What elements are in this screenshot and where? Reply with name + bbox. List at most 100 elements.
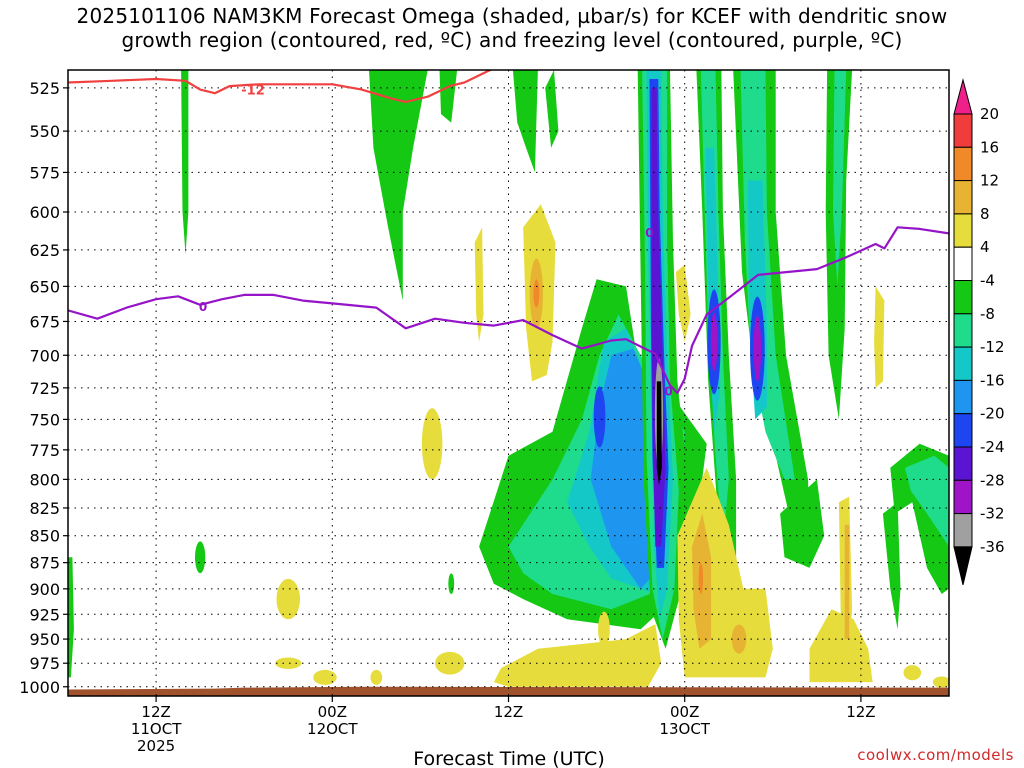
colorbar-swatch-11 <box>953 446 973 481</box>
colorbar-label-12: -32 <box>980 505 1005 523</box>
omega-yellow-2 <box>474 227 484 342</box>
y-tick-label-725: 725 <box>29 379 60 398</box>
omega-red-1 <box>533 279 540 308</box>
y-tick-label-850: 850 <box>29 527 60 546</box>
colorbar-label-5: -4 <box>980 272 995 290</box>
colorbar-label-13: -36 <box>980 538 1005 556</box>
contour-label-purple-1: 0 <box>664 384 672 398</box>
y-tick-label-525: 525 <box>29 79 60 98</box>
colorbar-swatch-13 <box>953 513 973 548</box>
y-tick-label-675: 675 <box>29 312 60 331</box>
omega-yellow-15 <box>275 657 302 669</box>
colorbar-swatch-10 <box>953 413 973 448</box>
omega-green-plume-4 <box>512 70 538 173</box>
y-tick-label-875: 875 <box>29 554 60 573</box>
colorbar-label-7: -12 <box>980 338 1005 356</box>
ground-terrain <box>68 686 949 696</box>
credit-text: coolwx.com/models <box>857 746 1014 764</box>
omega-yellow-6 <box>874 286 885 388</box>
colorbar-label-6: -8 <box>980 305 995 323</box>
omega-green-streak-1 <box>181 70 189 255</box>
colorbar-swatch-6 <box>953 280 973 315</box>
contour-label-purple-2: 0 <box>645 226 653 240</box>
omega-small-green <box>448 573 455 594</box>
omega-far-teal-1 <box>833 70 847 287</box>
x-tick-label-1-0: 00Z <box>318 703 347 721</box>
omega-yellow-3 <box>421 408 443 480</box>
y-tick-label-800: 800 <box>29 470 60 489</box>
colorbar-swatch-9 <box>953 379 973 415</box>
omega-yellow-16 <box>903 665 922 681</box>
y-tick-label-650: 650 <box>29 277 60 296</box>
y-tick-label-825: 825 <box>29 499 60 518</box>
omega-orange-4 <box>844 524 850 640</box>
omega-yellow-12 <box>435 651 465 675</box>
y-tick-label-925: 925 <box>29 605 60 624</box>
grid-lines <box>68 70 949 696</box>
contour-lines: -12 0 0 0 <box>68 70 949 398</box>
omega-far-green-4 <box>882 502 901 630</box>
title-line-1: 2025101106 NAM3KM Forecast Omega (shaded… <box>76 4 948 28</box>
colorbar-swatch-4 <box>953 213 973 248</box>
contour-label-red: -12 <box>241 84 265 99</box>
colorbar-label-10: -24 <box>980 438 1005 456</box>
colorbar-swatch-5 <box>953 246 973 281</box>
y-tick-label-1000: 1000 <box>19 678 60 697</box>
colorbar-label-0: 20 <box>980 105 999 123</box>
x-tick-label-0-1: 11OCT <box>131 720 182 738</box>
contour-label-purple-0: 0 <box>199 300 207 314</box>
x-axis-label: Forecast Time (UTC) <box>413 748 604 768</box>
y-tick-label-550: 550 <box>29 122 60 141</box>
colorbar-swatch-3 <box>953 180 973 215</box>
colorbar-label-3: 8 <box>980 205 990 223</box>
y-tick-label-575: 575 <box>29 163 60 182</box>
colorbar-swatch-1 <box>953 113 973 148</box>
omega-left-green-1 <box>68 557 74 678</box>
colorbar-label-8: -16 <box>980 371 1005 389</box>
omega-green-plume-3 <box>439 70 458 123</box>
colorbar-label-11: -28 <box>980 471 1005 489</box>
y-tick-label-600: 600 <box>29 203 60 222</box>
colorbar-swatch-12 <box>953 479 973 515</box>
colorbar-swatch-7 <box>953 313 973 348</box>
omega-red-2 <box>698 562 704 594</box>
colorbar-cap-bottom <box>953 546 973 586</box>
colorbar-label-4: 4 <box>980 238 990 256</box>
omega-far-green-2 <box>780 479 825 568</box>
dendritic-snow-growth-contour <box>68 70 493 103</box>
colorbar-swatch-2 <box>953 146 973 182</box>
x-tick-label-4-0: 12Z <box>846 703 875 721</box>
omega-right-purple-1 <box>710 312 718 372</box>
omega-column-black <box>656 381 662 486</box>
y-tick-label-750: 750 <box>29 410 60 429</box>
y-tick-label-950: 950 <box>29 630 60 649</box>
omega-yellow-5 <box>675 264 691 342</box>
y-tick-label-900: 900 <box>29 580 60 599</box>
pressure-axis: 525 550 575 600 625 650 675 700 725 750 775 800 825 8… <box>19 79 68 697</box>
omega-far-teal-3 <box>904 455 949 547</box>
y-tick-label-975: 975 <box>29 654 60 673</box>
colorbar-cap-top <box>953 78 973 115</box>
omega-core-darkblue <box>593 386 606 448</box>
colorbar-label-1: 16 <box>980 138 999 156</box>
omega-left-green-2 <box>195 541 206 574</box>
x-tick-label-2-0: 12Z <box>494 703 523 721</box>
y-tick-label-775: 775 <box>29 441 60 460</box>
omega-orange-3 <box>731 624 747 654</box>
y-tick-label-625: 625 <box>29 241 60 260</box>
x-tick-label-3-0: 00Z <box>670 703 699 721</box>
omega-yellow-11 <box>598 611 610 647</box>
chart-title: 2025101106 NAM3KM Forecast Omega (shaded… <box>0 4 1024 52</box>
ground-fill <box>68 686 949 696</box>
colorbar-label-9: -20 <box>980 405 1005 423</box>
omega-yellow-17 <box>932 676 949 688</box>
omega-yellow-4 <box>276 578 300 620</box>
omega-yellow-14 <box>370 669 383 685</box>
colorbar-swatch-8 <box>953 346 973 381</box>
x-tick-label-0-0: 12Z <box>141 703 170 721</box>
omega-yellow-10 <box>493 624 662 687</box>
omega-right-purple-2 <box>753 315 762 382</box>
colorbar-label-2: 12 <box>980 172 999 190</box>
x-tick-label-3-1: 13OCT <box>659 720 710 738</box>
